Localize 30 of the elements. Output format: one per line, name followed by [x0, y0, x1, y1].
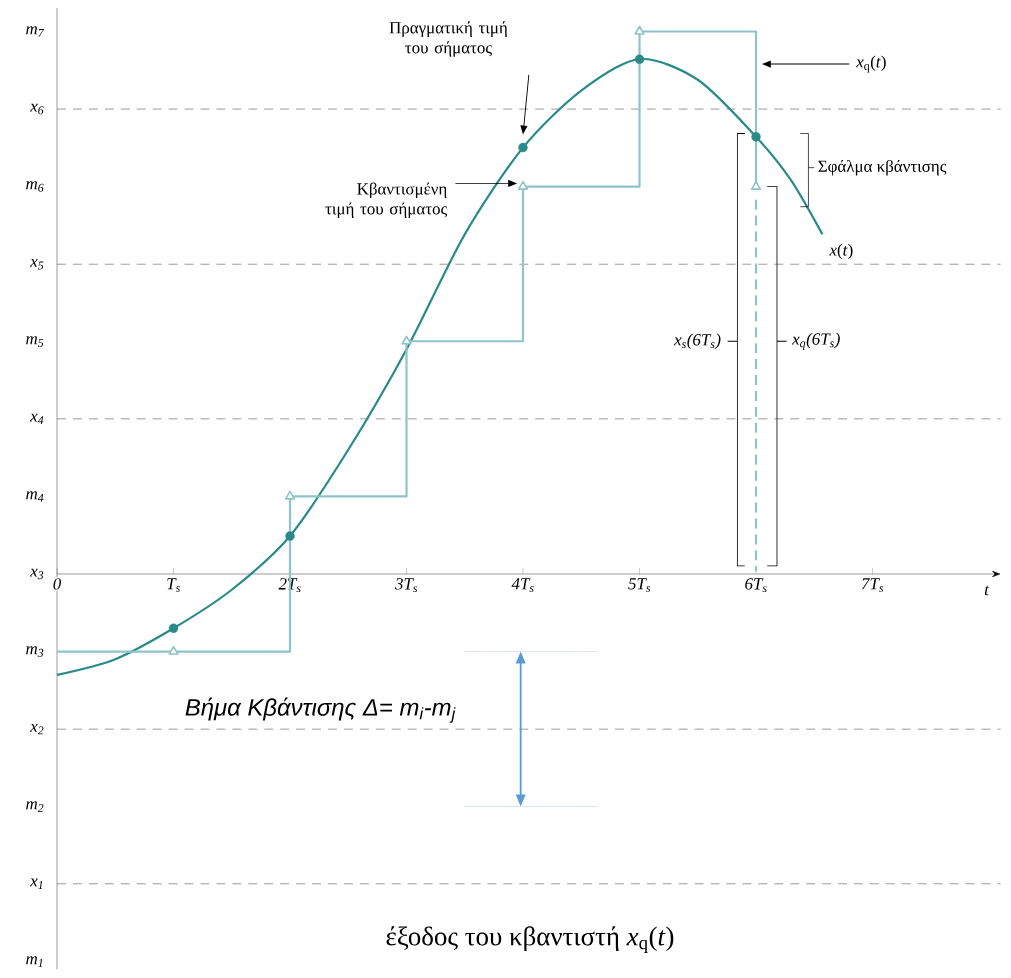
ref-line-label: x$_{5}$	[30, 258, 44, 270]
annotation: Σφάλμα κβάντισης	[818, 159, 947, 176]
text: m$_{7}$	[26, 26, 45, 37]
x-tick-label: T$_{s}$	[167, 578, 180, 592]
x-tick-label: 7T$_{s}$	[862, 578, 884, 592]
annotation: Πραγματική τιμή του σήματος	[389, 21, 507, 57]
text: Βήμα Κβάντισης Δ= m$_{i}$-m$_{j}$	[185, 697, 456, 723]
annotation: x$_{q}$(6T$_{s}$)	[791, 332, 840, 350]
text: m$_{2}$	[26, 801, 44, 812]
text: m$_{5}$	[26, 336, 44, 347]
series-label: x(t)	[829, 243, 853, 260]
x-tick-label: 3T$_{s}$	[394, 578, 418, 593]
ref-line-label: x$_{1}$	[30, 878, 43, 889]
text: m$_{1}$	[26, 956, 43, 967]
ref-line-label: x$_{6}$	[30, 103, 44, 115]
text: m$_{4}$	[26, 491, 44, 502]
text: m$_{6}$	[26, 181, 44, 192]
x-tick-label: 6T$_{s}$	[745, 578, 767, 593]
x-tick-label: 5T$_{s}$	[628, 578, 651, 592]
x-tick-label: 4T$_{s}$	[511, 578, 534, 593]
x-tick-label: 0	[53, 578, 62, 590]
text: x$_{q}$(t)	[856, 55, 886, 73]
text: x$_{3}$	[30, 568, 44, 580]
x-axis-title: t	[984, 585, 990, 596]
text: έξοδος του κβαντιστή x$_{q}$(t)	[386, 926, 674, 954]
ref-line-label: x$_{2}$	[30, 723, 44, 735]
ref-line-label: x$_{4}$	[30, 413, 44, 425]
annotation: Κβαντισμένη τιμή του σήματος	[325, 182, 448, 218]
text: m$_{3}$	[26, 646, 44, 657]
annotation: x$_{s}$(6T$_{s}$)	[673, 333, 721, 349]
